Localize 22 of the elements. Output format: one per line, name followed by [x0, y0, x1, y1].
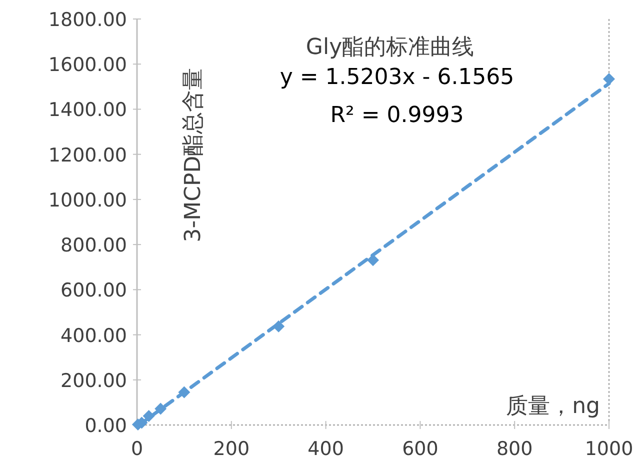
x-tick-label: 400: [308, 438, 344, 460]
point: [603, 73, 615, 85]
text: Gly酯的标准曲线: [306, 35, 474, 60]
y-tick-label: 600.00: [60, 280, 127, 302]
y-tick-label: 400.00: [60, 324, 127, 347]
y-tick-label: 1400.00: [48, 99, 127, 122]
y-tick-label: 1600.00: [48, 54, 127, 76]
x-tick-label: 600: [402, 438, 438, 460]
y-tick-label: 1800.00: [48, 9, 127, 31]
y-tick-label: 1000.00: [48, 189, 127, 212]
y-tick-label: 0.00: [84, 415, 127, 437]
x-tick-label: 800: [496, 438, 533, 460]
x-tick-label: 1000: [584, 438, 634, 460]
x-tick-label: 0: [130, 438, 144, 460]
x-axis-title: 质量，ng: [506, 394, 600, 419]
annotation: R² = 0.9993: [330, 103, 464, 128]
y-tick-label: 1200.00: [48, 144, 127, 166]
x-tick-label: 200: [213, 438, 250, 460]
y-tick-label: 200.00: [60, 370, 127, 392]
annotation: y = 1.5203x - 6.1565: [280, 65, 514, 90]
y-tick-label: 800.00: [60, 234, 127, 257]
y-axis-title: 3-MCPD酯总含量: [181, 68, 206, 242]
